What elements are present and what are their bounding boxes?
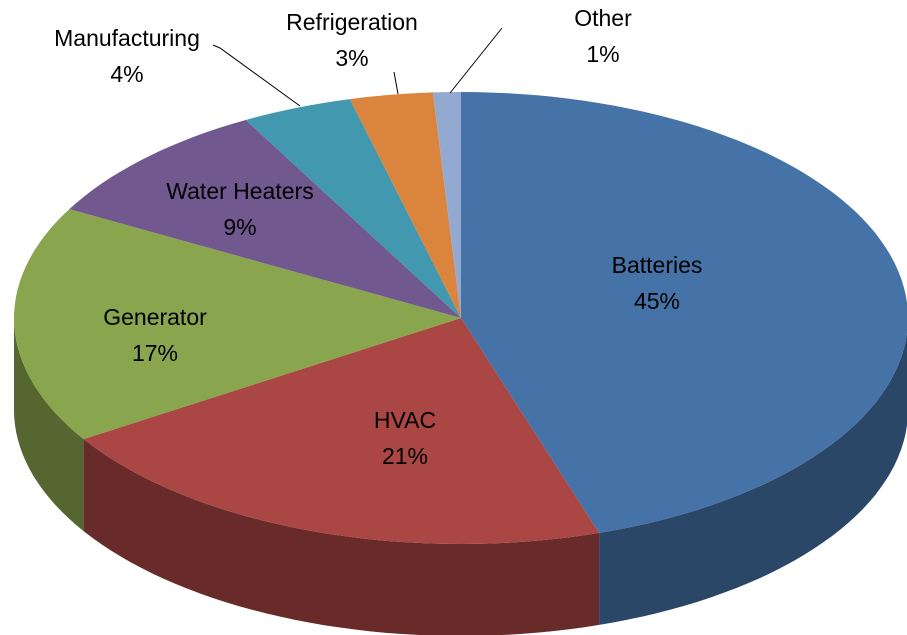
slice — [83, 318, 600, 544]
category-label: Manufacturing — [54, 25, 200, 51]
category-label: Generator — [103, 304, 207, 330]
slice-side — [599, 332, 907, 625]
category-label: Other — [574, 5, 632, 31]
category-label: Refrigeration — [286, 9, 418, 35]
value-label: 4% — [110, 61, 143, 87]
slice — [432, 92, 461, 318]
category-label: Water Heaters — [166, 178, 313, 204]
slice-side — [83, 439, 600, 635]
pie-sides — [14, 318, 907, 635]
value-label: 3% — [335, 45, 368, 71]
category-label: Batteries — [612, 252, 703, 278]
value-label: 45% — [634, 288, 680, 314]
leader-line — [212, 44, 301, 107]
value-label: 21% — [382, 443, 428, 469]
slice — [69, 120, 462, 318]
value-label: 1% — [586, 41, 619, 67]
leader-line — [393, 71, 399, 95]
slice — [349, 92, 461, 319]
leader-line — [449, 27, 503, 94]
slice — [461, 92, 907, 533]
slice — [245, 99, 461, 318]
slice — [14, 209, 461, 440]
slice-side — [14, 318, 84, 532]
value-label: 17% — [132, 340, 178, 366]
category-label: HVAC — [374, 407, 436, 433]
pie-tops — [14, 92, 907, 544]
value-label: 9% — [223, 214, 256, 240]
labels: Batteries 45% HVAC 21% Generator 17% Water Hea… — [54, 5, 702, 469]
